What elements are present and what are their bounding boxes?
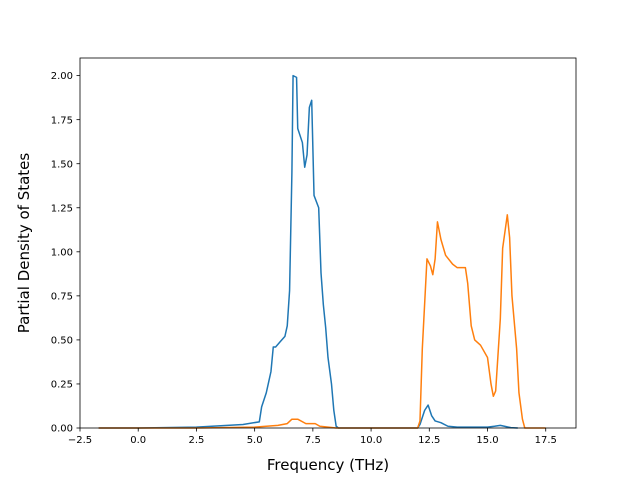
y-tick-label: 0.50 [51, 336, 73, 347]
series-line-2 [98, 214, 546, 429]
x-tick-label: 10.0 [360, 435, 382, 446]
x-axis-label: Frequency (THz) [267, 456, 389, 474]
x-tick-label: 0.0 [130, 435, 146, 446]
y-axis-ticks: 0.00 0.25 0.50 0.75 1.00 1.25 1.50 1.75 2.00 [51, 71, 80, 435]
y-tick-label: 0.75 [51, 291, 73, 302]
y-axis-label: Partial Density of States [15, 153, 33, 334]
x-tick-label: 2.5 [188, 435, 204, 446]
x-tick-label: 5.0 [247, 435, 263, 446]
plot-area-frame [79, 57, 577, 429]
x-tick-label: 17.5 [535, 435, 557, 446]
y-tick-label: 0.25 [51, 380, 73, 391]
series-layer [98, 74, 546, 429]
x-tick-label: 7.5 [305, 435, 321, 446]
series-line-1 [98, 74, 518, 429]
y-tick-label: 1.25 [51, 203, 73, 214]
x-tick-label: 15.0 [476, 435, 498, 446]
x-axis-ticks: −2.5 0.0 2.5 5.0 7.5 10.0 12.5 15.0 17.5 [68, 428, 557, 446]
y-tick-label: 1.50 [51, 159, 73, 170]
y-tick-label: 1.00 [51, 247, 73, 258]
y-tick-label: 0.00 [51, 424, 73, 435]
x-tick-label: 12.5 [418, 435, 440, 446]
x-tick-label: −2.5 [68, 435, 92, 446]
y-tick-label: 1.75 [51, 115, 73, 126]
y-tick-label: 2.00 [51, 71, 73, 82]
